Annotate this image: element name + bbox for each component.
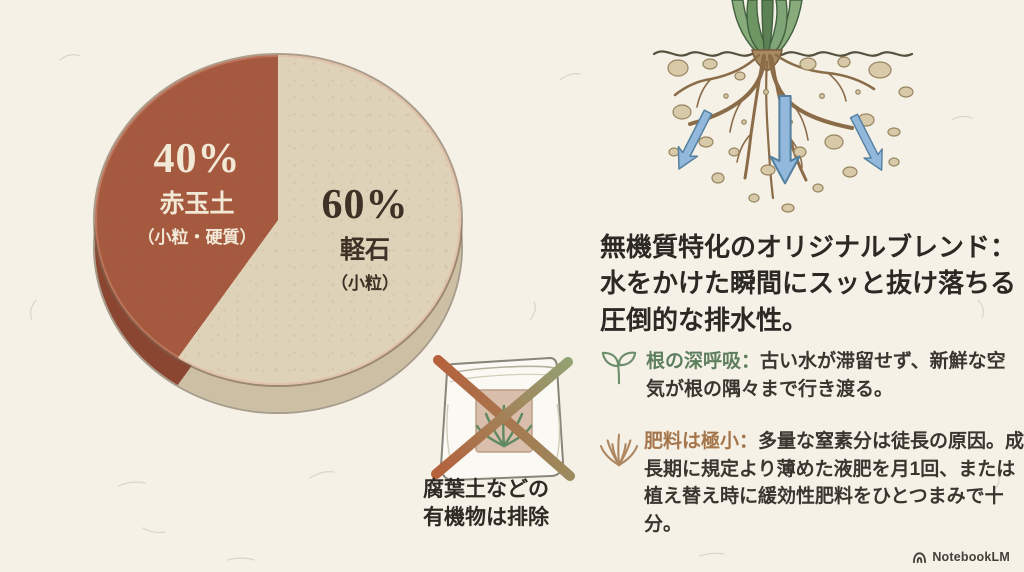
bullet-root-breathing-body: 古い水が滞留せず、新鮮な空気が根の隅々まで行き渡る。: [646, 351, 1006, 400]
akadama-name: 赤玉土: [159, 191, 235, 219]
bullet-root-breathing-label: 根の深呼吸：: [646, 351, 761, 372]
pumice-subnote: （小粒）: [331, 274, 399, 294]
pie-top-surface: [95, 55, 461, 385]
pie-slice-label-akadama: 40% 赤玉土 （小粒・硬質）: [107, 137, 287, 248]
bullet-root-breathing-text: 根の深呼吸：古い水が滞留せず、新鮮な空気が根の隅々まで行き渡る。: [646, 348, 1020, 403]
excluded-caption: 腐葉土などの 有機物は排除: [400, 476, 572, 533]
notebooklm-logo-icon: [913, 551, 927, 563]
watermark-text: NotebookLM: [932, 550, 1010, 564]
headline-line-3: 圧倒的な排水性。: [600, 305, 809, 335]
excluded-caption-line-1: 腐葉土などの: [423, 478, 549, 501]
soil-mix-pie-chart: 40% 赤玉土 （小粒・硬質） 60% 軽石 （小粒）: [95, 55, 461, 415]
excluded-caption-line-2: 有機物は排除: [423, 506, 549, 530]
bullet-minimal-fertilizer-body: 多量な窒素分は徒長の原因。成長期に規定より薄めた液肥を月1回、または植え替え時に…: [644, 431, 1024, 535]
akadama-subnote: （小粒・硬質）: [137, 228, 257, 248]
headline-line-2: 水をかけた瞬間にスッと抜け落ちる: [600, 269, 1017, 299]
headline-line-1: 無機質特化のオリジナルブレンド：: [600, 233, 1017, 262]
bullet-minimal-fertilizer-label: 肥料は極小：: [644, 431, 759, 452]
seedling-icon: [600, 348, 646, 392]
headline: 無機質特化のオリジナルブレンド： 水をかけた瞬間にスッと抜け落ちる 圧倒的な排水…: [600, 230, 1024, 339]
bullet-minimal-fertilizer-text: 肥料は極小：多量な窒素分は徒長の原因。成長期に規定より薄めた液肥を月1回、または…: [644, 428, 1024, 538]
akadama-percent: 40%: [153, 136, 241, 182]
arrow-down-left-icon: [677, 109, 713, 170]
soil-pebbles: [667, 56, 914, 213]
drainage-arrows: [677, 94, 883, 185]
pumice-name: 軽石: [339, 237, 390, 265]
notebooklm-watermark: NotebookLM: [912, 550, 1010, 564]
pie-slice-label-pumice: 60% 軽石 （小粒）: [267, 183, 463, 294]
root-drainage-illustration: [652, 0, 914, 213]
bullet-minimal-fertilizer: 肥料は極小：多量な窒素分は徒長の原因。成長期に規定より薄めた液肥を月1回、または…: [598, 428, 1024, 538]
bullet-root-breathing: 根の深呼吸：古い水が滞留せず、新鮮な空気が根の隅々まで行き渡る。: [600, 348, 1020, 403]
plant-leaves-icon: [731, 0, 803, 61]
arrow-down-right-icon: [849, 113, 883, 171]
soil-line: [652, 50, 914, 57]
pumice-percent: 60%: [321, 182, 409, 228]
agave-icon: [598, 428, 644, 472]
crossed-out-fertilizer-bag: [431, 355, 575, 482]
cross-out-x-icon: [431, 355, 575, 481]
arrow-down-icon: [769, 94, 801, 185]
